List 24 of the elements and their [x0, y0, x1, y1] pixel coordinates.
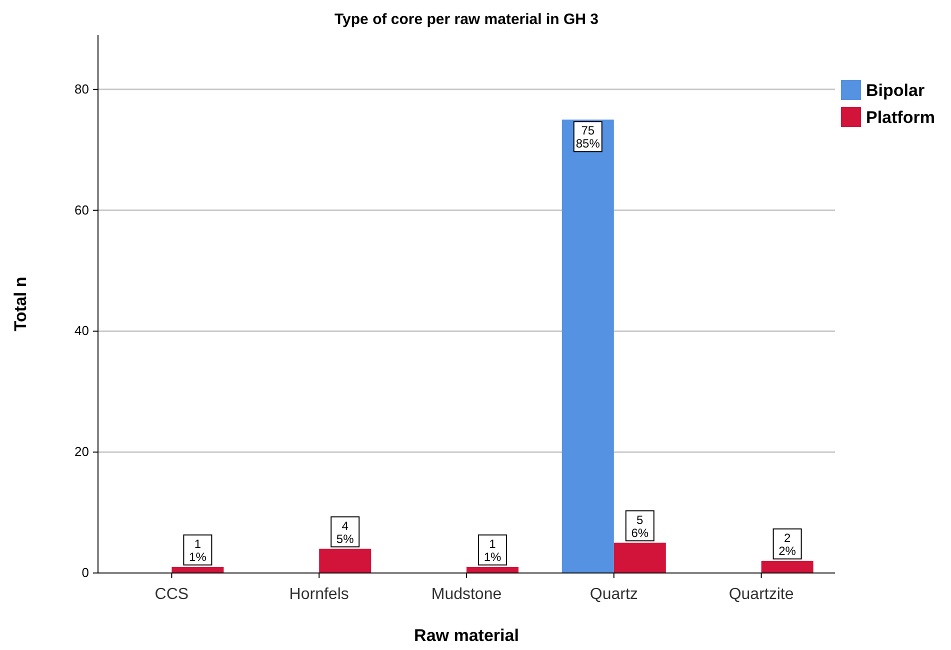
data-label: 1 1% [189, 536, 207, 564]
x-axis-title: Raw material [414, 626, 519, 645]
x-tick-label: Hornfels [289, 586, 349, 603]
data-label: 2 2% [778, 530, 796, 558]
x-tick-label: Quartz [590, 586, 638, 603]
data-label: 1 1% [484, 536, 502, 564]
bar [466, 566, 518, 573]
chart-title: Type of core per raw material in GH 3 [334, 11, 598, 28]
legend-label: Platform [866, 108, 935, 127]
y-tick-label: 80 [74, 81, 89, 96]
y-tick-label: 60 [74, 202, 89, 218]
data-label: 4 5% [336, 518, 354, 546]
legend-label: Bipolar [866, 81, 925, 100]
bar [562, 120, 614, 573]
bar [172, 566, 224, 573]
y-tick-label: 0 [82, 565, 89, 580]
y-tick-label: 40 [74, 323, 89, 338]
x-tick-label: Quartzite [728, 586, 794, 603]
y-axis-title: Total n [11, 276, 30, 332]
data-label: 75 85% [576, 124, 600, 151]
y-tick-label: 20 [74, 444, 89, 460]
data-label: 5 6% [631, 512, 649, 540]
x-tick-label: CCS [154, 586, 189, 603]
x-tick-label: Mudstone [431, 586, 502, 603]
